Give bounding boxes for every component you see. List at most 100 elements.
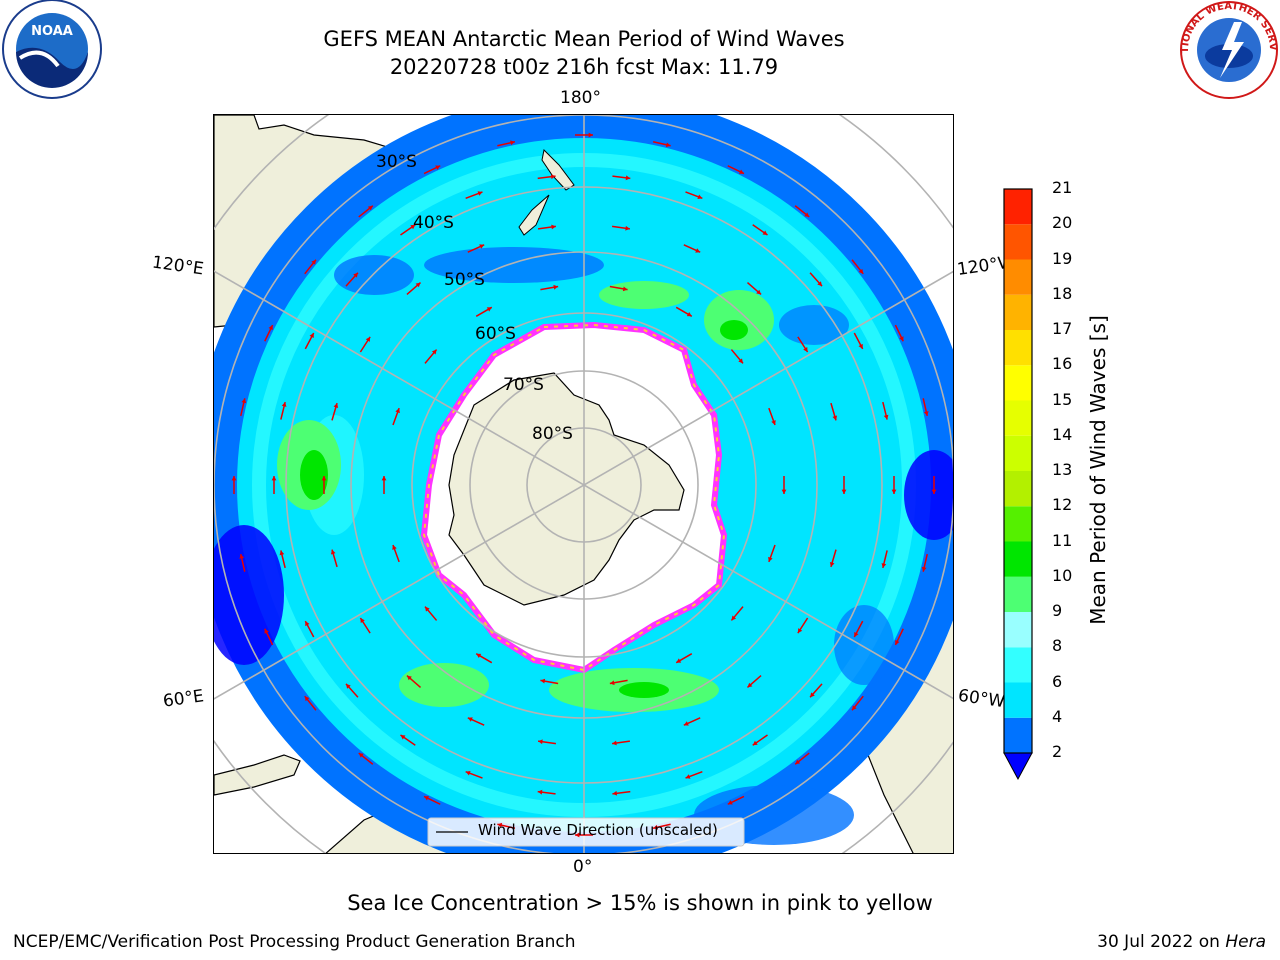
wind-arrow-head	[476, 653, 482, 658]
wind-arrow-head	[550, 174, 556, 180]
wind-arrow-head	[804, 212, 810, 217]
wind-arrow-head	[360, 617, 365, 623]
colorbar-tick-label: 11	[1052, 530, 1073, 550]
wind-arrow-head	[625, 175, 631, 181]
wind-arrow-head	[797, 628, 803, 634]
wind-arrow-head	[625, 225, 630, 231]
lon-label-60w: 60°W	[956, 685, 1007, 713]
lat-label-70s: 70°S	[503, 375, 544, 395]
wind-arrow-head	[435, 165, 441, 170]
plot-subtitle: 20220728 t00z 216h fcst Max: 11.79	[389, 55, 779, 79]
colorbar-tick-label: 2	[1052, 742, 1063, 761]
wind-arrow-head	[264, 628, 269, 634]
colorbar-tick-label: 8	[1052, 636, 1063, 656]
colorbar-segment	[1004, 365, 1032, 401]
colorbar-tick-label: 4	[1052, 706, 1063, 726]
wind-arrow-head	[731, 615, 737, 621]
colorbar-segment	[1004, 471, 1032, 507]
colorbar-tick-label: 15	[1052, 389, 1073, 409]
colorbar-tick-label: 21	[1052, 178, 1073, 197]
lon-label-60e: 60°E	[161, 686, 206, 712]
lat-label-50s: 50°S	[444, 270, 485, 290]
date-label: 30 Jul 2022 on	[1097, 932, 1226, 952]
colorbar-tick-label: 19	[1052, 248, 1073, 268]
graticule	[214, 115, 953, 853]
wind-arrow-head	[899, 336, 904, 342]
colorbar-under-triangle	[1003, 752, 1033, 781]
wind-arrow-head	[803, 347, 808, 353]
date-text: 30 Jul 2022 on Hera	[1097, 932, 1266, 952]
wind-arrow-head	[537, 789, 543, 795]
lat-label-30s: 30°S	[376, 152, 417, 172]
wind-arrow-head	[510, 140, 515, 146]
wind-arrow-head	[665, 142, 671, 148]
wind-arrow-head	[415, 282, 421, 288]
colorbar-segment	[1004, 647, 1032, 683]
wind-arrow-head	[622, 286, 628, 292]
wind-arrow-head	[353, 272, 358, 278]
wind-arrow-head	[345, 683, 351, 689]
wind-arrow-head	[738, 358, 743, 364]
land-new-zealand	[541, 148, 575, 191]
wind-arrow-head	[752, 740, 758, 746]
colorbar-tick-label: 17	[1052, 319, 1073, 338]
colorbar-tick-label: 12	[1052, 495, 1073, 515]
wind-arrow-head	[271, 476, 277, 481]
wind-arrow-head	[279, 550, 285, 556]
wind-arrow-head	[330, 549, 336, 555]
colorbar	[1003, 188, 1033, 781]
wind-arrow-head	[683, 721, 689, 726]
colorbar-tick-label: 18	[1052, 283, 1073, 303]
colorbar-segment	[1004, 224, 1032, 260]
wind-arrow-head	[425, 606, 430, 612]
colorbar-segment	[1004, 189, 1032, 225]
wind-arrow-head	[309, 332, 314, 338]
machine-name: Hera	[1225, 932, 1266, 952]
polar-map	[214, 115, 953, 853]
wind-arrow-head	[810, 692, 815, 698]
wind-arrow-head	[467, 717, 473, 722]
wind-arrows	[231, 132, 937, 838]
wind-arrow-head	[921, 566, 927, 572]
wind-arrow-head	[854, 632, 859, 638]
wind-arrow-head	[612, 740, 617, 746]
wind-arrow-head	[406, 675, 412, 681]
wind-arrow-head	[281, 402, 287, 407]
wind-arrow-head	[609, 680, 615, 686]
legend-label: Wind Wave Direction (unscaled)	[478, 821, 718, 839]
ice-caption: Sea Ice Concentration > 15% is shown in …	[347, 891, 933, 915]
wind-arrow-head	[381, 476, 387, 481]
wind-arrow-head	[305, 621, 310, 627]
colorbar-tick-label: 13	[1052, 460, 1073, 479]
wind-arrow-head	[727, 800, 733, 805]
lon-label-180: 180°	[560, 88, 601, 108]
wind-arrow-head	[239, 554, 245, 559]
wind-arrow-head	[367, 205, 373, 211]
wind-arrow-head	[241, 398, 247, 404]
wind-arrow-head	[311, 259, 316, 265]
wind-arrow-head	[832, 415, 838, 421]
wind-arrow-head	[486, 307, 492, 312]
wind-arrow-head	[392, 544, 397, 550]
land-africa	[214, 754, 301, 796]
wind-arrow-head	[358, 753, 364, 758]
wind-arrow-head	[858, 343, 863, 349]
wind-arrow-head	[858, 268, 864, 274]
noaa-logo-icon: NOAA	[2, 0, 102, 99]
wind-arrow-head	[747, 682, 753, 688]
wind-arrow-head	[540, 678, 546, 684]
colorbar-tick-label: 9	[1052, 601, 1063, 620]
colorbar-tick-label: 16	[1052, 354, 1073, 374]
wind-arrow-head	[588, 132, 593, 138]
wind-arrow-head	[231, 476, 237, 481]
wind-arrow-head	[697, 194, 703, 200]
wind-arrow-head	[333, 403, 339, 408]
land-antarctica	[448, 372, 685, 606]
wind-arrow-head	[841, 489, 847, 494]
colorbar-segment	[1004, 400, 1032, 436]
wind-arrow-head	[400, 735, 406, 740]
nws-logo-icon: NATIONAL WEATHER SERVICE	[1178, 0, 1278, 99]
wind-arrow-head	[612, 790, 618, 796]
wind-arrow-head	[738, 169, 744, 174]
wind-arrow-head	[321, 476, 327, 481]
